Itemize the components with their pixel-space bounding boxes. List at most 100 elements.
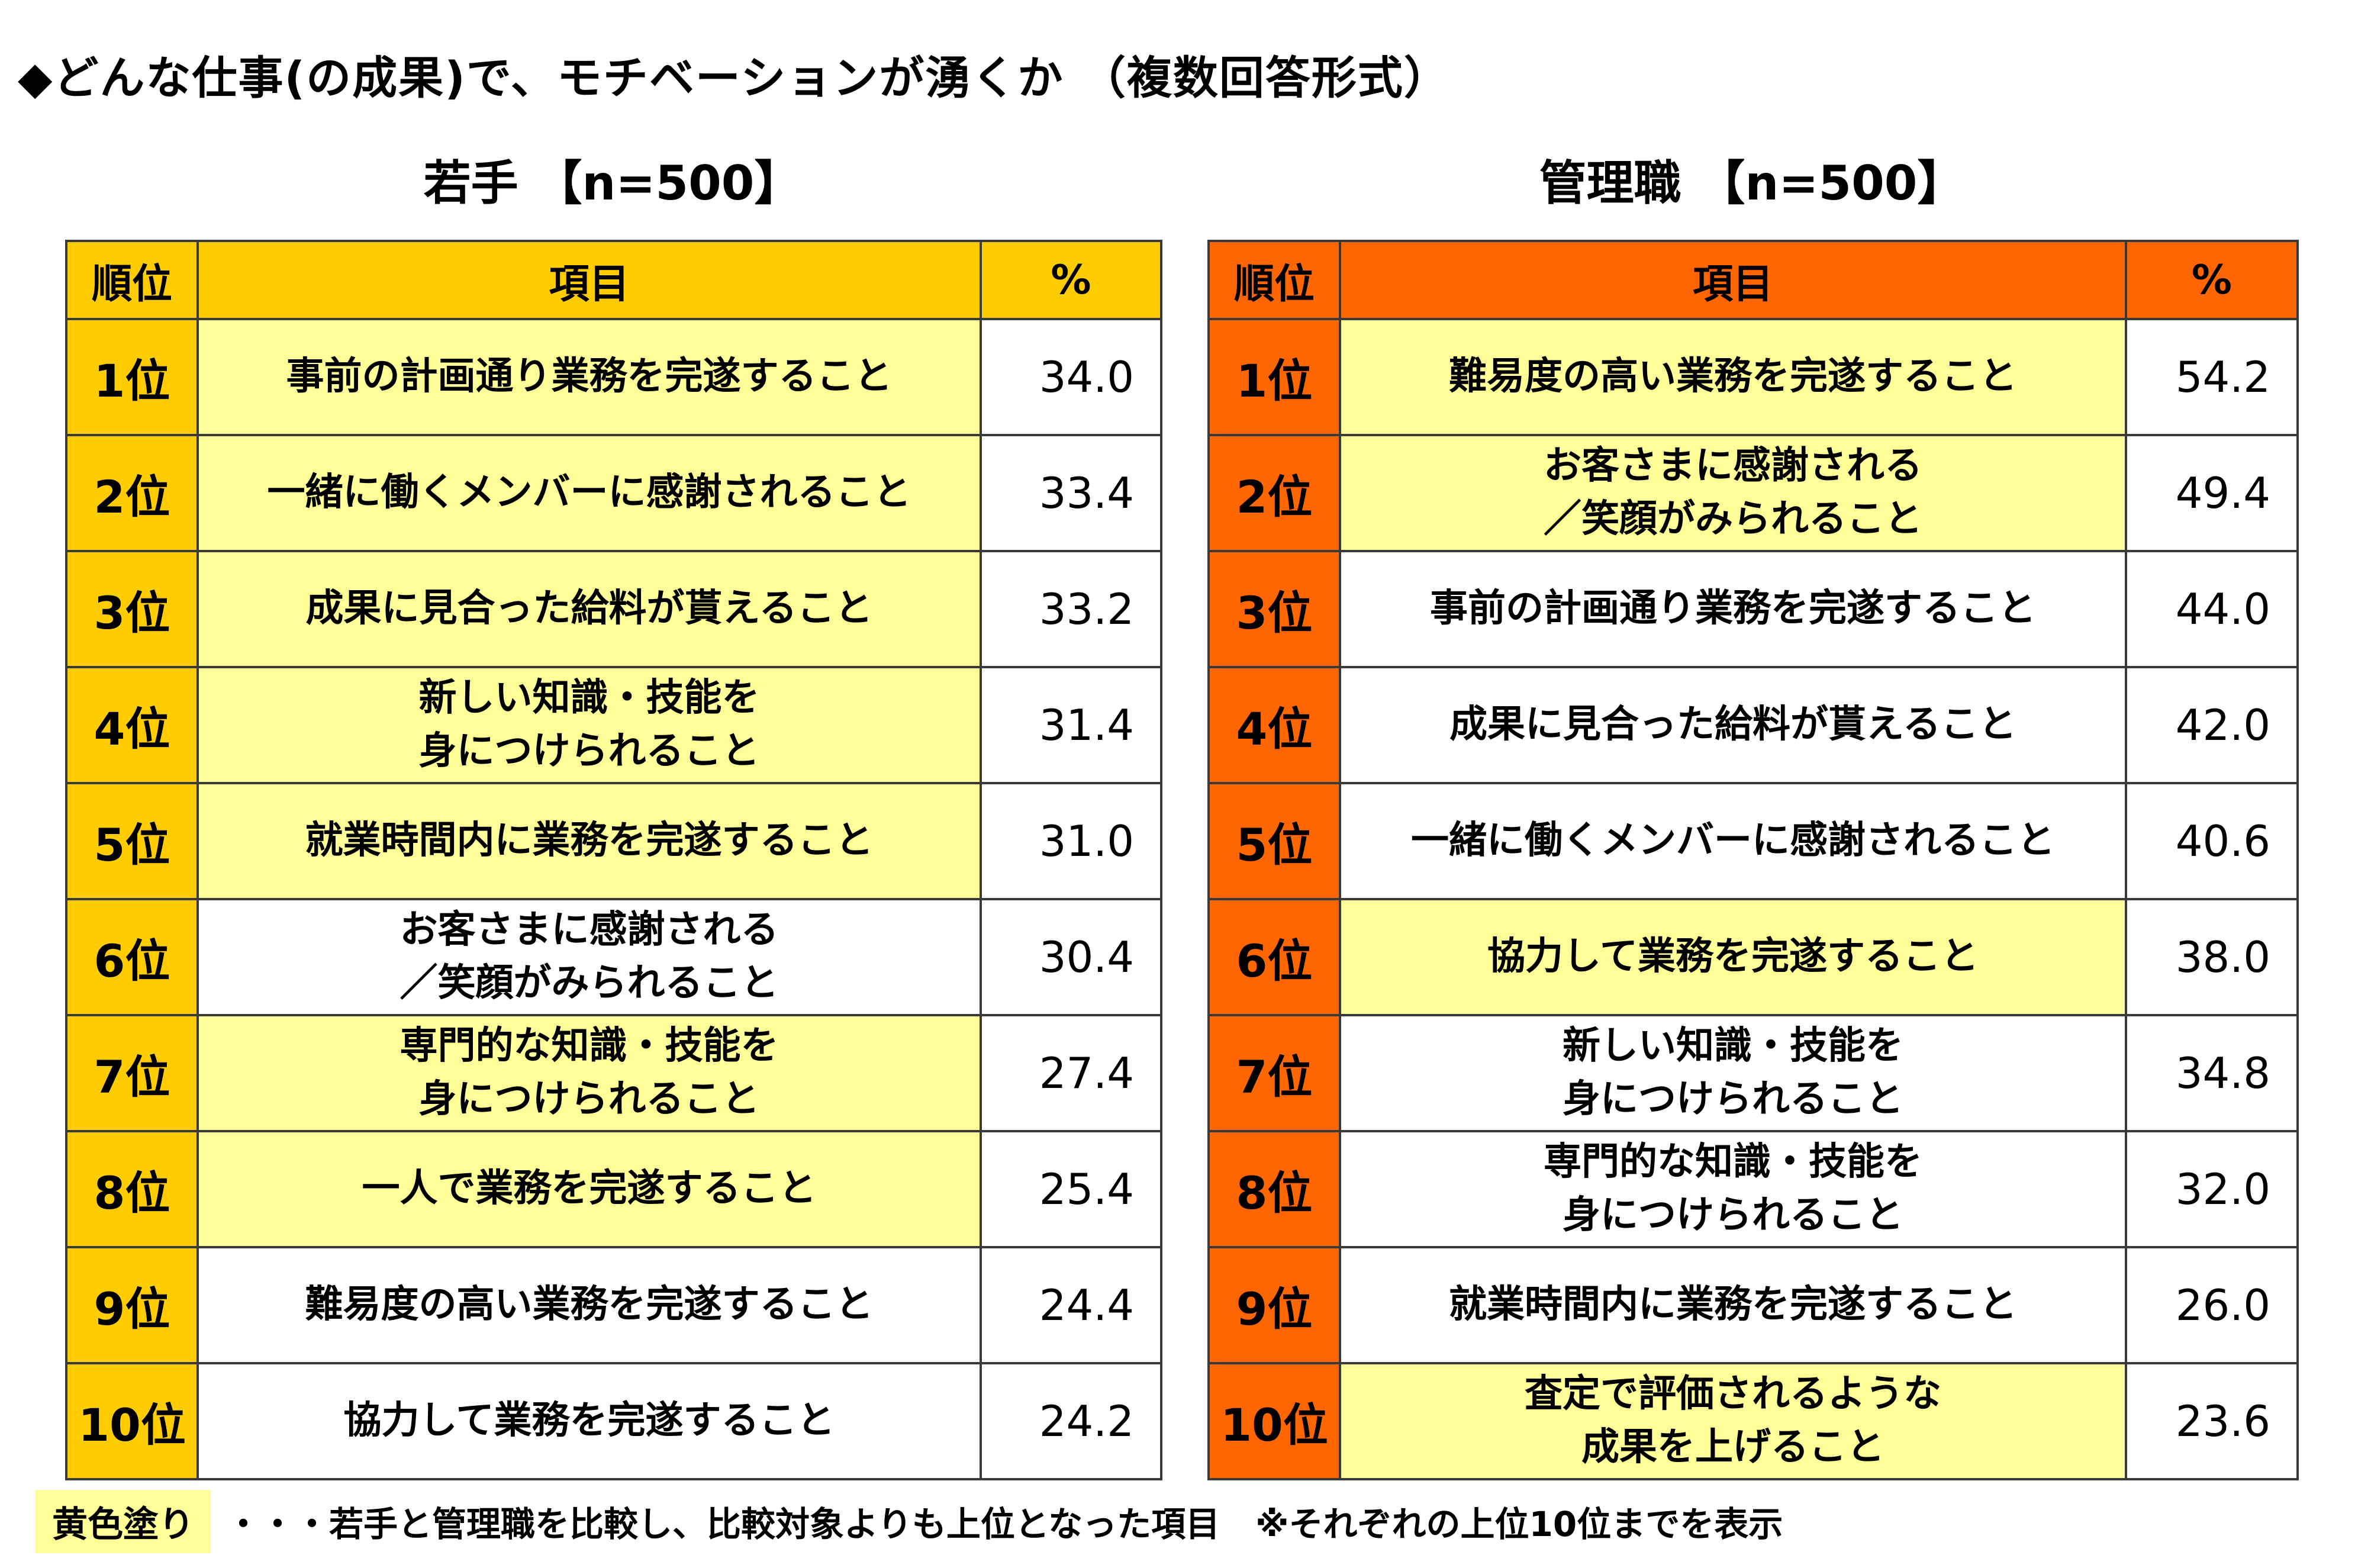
percent-cell: 31.4 [980, 666, 1162, 784]
rank-cell: 10位 [65, 1362, 199, 1480]
item-text-line: 一緒に働くメンバーに感謝されること [1411, 819, 2055, 863]
rank-cell: 3位 [1207, 550, 1341, 668]
rank-cell: 10位 [1207, 1362, 1341, 1480]
item-cell: 成果に見合った給料が貰えること [1339, 666, 2127, 784]
percent-cell: 32.0 [2125, 1130, 2299, 1248]
table-row: 10位 査定で評価されるような 成果を上げること 23.6 [1207, 1362, 2299, 1480]
table-row: 10位 協力して業務を完遂すること 24.2 [65, 1362, 1162, 1480]
percent-cell: 24.4 [980, 1246, 1162, 1364]
rank-cell: 5位 [65, 782, 199, 900]
item-text-line: 専門的な知識・技能を [400, 1024, 779, 1068]
percent-cell: 26.0 [2125, 1246, 2299, 1364]
item-text-line: お客さまに感謝される [400, 908, 779, 952]
item-text-line: 身につけられること [418, 729, 760, 773]
item-cell: 難易度の高い業務を完遂すること [196, 1246, 982, 1364]
item-text-line: 就業時間内に業務を完遂すること [305, 819, 874, 863]
percent-cell: 23.6 [2125, 1362, 2299, 1480]
rank-cell: 7位 [65, 1014, 199, 1132]
rank-cell: 9位 [65, 1246, 199, 1364]
item-text-line: 難易度の高い業務を完遂すること [1449, 355, 2017, 399]
percent-cell: 49.4 [2125, 434, 2299, 552]
item-cell: 事前の計画通り業務を完遂すること [1339, 550, 2127, 668]
item-text-line: 協力して業務を完遂すること [1487, 935, 1979, 979]
item-cell: 就業時間内に業務を完遂すること [1339, 1246, 2127, 1364]
header-row: 順位 項目 % [1207, 240, 2299, 320]
highlight-legend-text: ・・・若手と管理職を比較し、比較対象よりも上位となった項目 [226, 1504, 1220, 1544]
item-cell: 協力して業務を完遂すること [1339, 898, 2127, 1016]
table-row: 2位 一緒に働くメンバーに感謝されること 33.4 [65, 434, 1162, 552]
item-text-line: 査定で評価されるような [1525, 1372, 1941, 1416]
item-text-line: 就業時間内に業務を完遂すること [1449, 1283, 2017, 1327]
item-text-line: 身につけられること [1563, 1077, 1903, 1121]
table-row: 4位 成果に見合った給料が貰えること 42.0 [1207, 666, 2299, 784]
item-text-line: 身につけられること [1563, 1193, 1903, 1237]
rank-cell: 3位 [65, 550, 199, 668]
percent-cell: 24.2 [980, 1362, 1162, 1480]
item-text-line: 身につけられること [418, 1077, 760, 1121]
percent-cell: 34.0 [980, 318, 1162, 436]
item-cell: お客さまに感謝される ／笑顔がみられること [1339, 434, 2127, 552]
rank-cell: 8位 [65, 1130, 199, 1248]
item-cell: 新しい知識・技能を 身につけられること [196, 666, 982, 784]
item-cell: 専門的な知識・技能を 身につけられること [196, 1014, 982, 1132]
percent-cell: 44.0 [2125, 550, 2299, 668]
item-cell: 一人で業務を完遂すること [196, 1130, 982, 1248]
table-row: 3位 成果に見合った給料が貰えること 33.2 [65, 550, 1162, 668]
table-row: 9位 難易度の高い業務を完遂すること 24.4 [65, 1246, 1162, 1364]
item-text-line: 新しい知識・技能を [418, 676, 760, 720]
manager-table-heading: 管理職 【n=500】 [1539, 156, 1965, 211]
table-row: 3位 事前の計画通り業務を完遂すること 44.0 [1207, 550, 2299, 668]
table-row: 5位 就業時間内に業務を完遂すること 31.0 [65, 782, 1162, 900]
young-ranking-table: 順位 項目 % 1位 事前の計画通り業務を完遂すること 34.0 2位 一緒に働くメンバ… [65, 240, 1162, 1480]
item-cell: 専門的な知識・技能を 身につけられること [1339, 1130, 2127, 1248]
rank-cell: 2位 [1207, 434, 1341, 552]
table-row: 4位 新しい知識・技能を 身につけられること 31.4 [65, 666, 1162, 784]
item-text-line: ／笑顔がみられること [400, 961, 779, 1005]
table-row: 7位 新しい知識・技能を 身につけられること 34.8 [1207, 1014, 2299, 1132]
item-cell: お客さまに感謝される ／笑顔がみられること [196, 898, 982, 1016]
table-row: 1位 難易度の高い業務を完遂すること 54.2 [1207, 318, 2299, 436]
highlight-legend-chip: 黄色塗り [36, 1489, 211, 1553]
item-text-line: 事前の計画通り業務を完遂すること [1430, 587, 2036, 631]
item-text-line: 成果を上げること [1581, 1425, 1884, 1469]
top10-note: ※それぞれの上位10位までを表示 [1255, 1504, 1783, 1544]
item-text-line: 成果に見合った給料が貰えること [305, 587, 873, 631]
item-text-line: 事前の計画通り業務を完遂すること [286, 355, 893, 399]
rank-cell: 7位 [1207, 1014, 1341, 1132]
item-cell: 難易度の高い業務を完遂すること [1339, 318, 2127, 436]
percent-cell: 38.0 [2125, 898, 2299, 1016]
rank-cell: 2位 [65, 434, 199, 552]
item-cell: 事前の計画通り業務を完遂すること [196, 318, 982, 436]
percent-cell: 25.4 [980, 1130, 1162, 1248]
percent-column-header: % [2125, 240, 2299, 320]
percent-cell: 40.6 [2125, 782, 2299, 900]
item-text-line: 新しい知識・技能を [1563, 1024, 1903, 1068]
item-cell: 一緒に働くメンバーに感謝されること [196, 434, 982, 552]
percent-cell: 30.4 [980, 898, 1162, 1016]
percent-cell: 54.2 [2125, 318, 2299, 436]
percent-column-header: % [980, 240, 1162, 320]
percent-cell: 34.8 [2125, 1014, 2299, 1132]
table-row: 8位 専門的な知識・技能を 身につけられること 32.0 [1207, 1130, 2299, 1248]
percent-cell: 33.2 [980, 550, 1162, 668]
table-row: 5位 一緒に働くメンバーに感謝されること 40.6 [1207, 782, 2299, 900]
table-row: 6位 お客さまに感謝される ／笑顔がみられること 30.4 [65, 898, 1162, 1016]
rank-cell: 4位 [1207, 666, 1341, 784]
item-text-line: 難易度の高い業務を完遂すること [305, 1283, 874, 1327]
table-row: 9位 就業時間内に業務を完遂すること 26.0 [1207, 1246, 2299, 1364]
footer: 黄色塗り ・・・若手と管理職を比較し、比較対象よりも上位となった項目 ※それぞれ… [36, 1489, 1783, 1554]
item-column-header: 項目 [196, 240, 982, 320]
table-row: 8位 一人で業務を完遂すること 25.4 [65, 1130, 1162, 1248]
table-row: 2位 お客さまに感謝される ／笑顔がみられること 49.4 [1207, 434, 2299, 552]
manager-ranking-table: 順位 項目 % 1位 難易度の高い業務を完遂すること 54.2 2位 お客さまに感謝され… [1207, 240, 2299, 1480]
item-text-line: お客さまに感謝される [1544, 444, 1922, 488]
rank-cell: 1位 [65, 318, 199, 436]
rank-cell: 8位 [1207, 1130, 1341, 1248]
item-cell: 一緒に働くメンバーに感謝されること [1339, 782, 2127, 900]
item-text-line: 成果に見合った給料が貰えること [1449, 703, 2017, 747]
item-column-header: 項目 [1339, 240, 2127, 320]
table-row: 1位 事前の計画通り業務を完遂すること 34.0 [65, 318, 1162, 436]
percent-cell: 27.4 [980, 1014, 1162, 1132]
item-cell: 査定で評価されるような 成果を上げること [1339, 1362, 2127, 1480]
rank-cell: 6位 [65, 898, 199, 1016]
